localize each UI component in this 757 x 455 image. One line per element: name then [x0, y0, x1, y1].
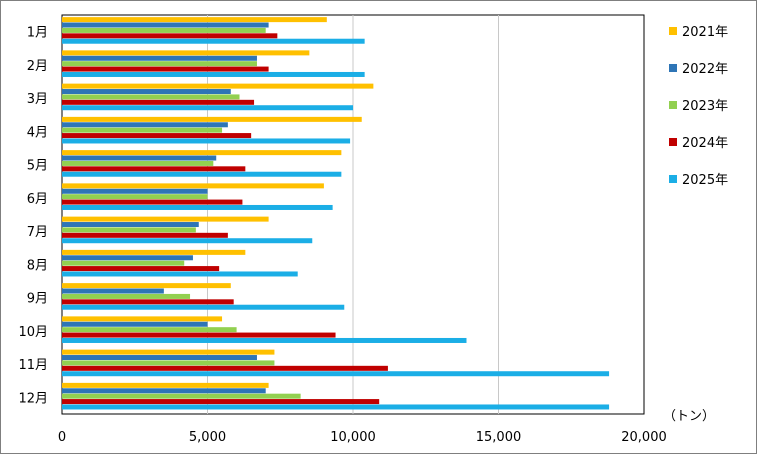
- bar-2022年-2月: [62, 55, 257, 61]
- legend-swatch-2022年: [669, 64, 677, 72]
- bar-2023年-3月: [62, 94, 240, 100]
- legend-label-2021年: 2021年: [682, 25, 728, 40]
- bar-2023年-2月: [62, 61, 257, 67]
- legend-swatch-2025年: [669, 175, 677, 183]
- bar-2025年-2月: [62, 71, 365, 77]
- bar-2022年-1月: [62, 22, 269, 28]
- bar-2022年-11月: [62, 355, 257, 361]
- category-label: 3月: [27, 92, 48, 107]
- bar-2023年-6月: [62, 194, 208, 200]
- bar-2021年-10月: [62, 316, 223, 322]
- bar-2025年-4月: [62, 138, 351, 144]
- bar-2022年-7月: [62, 222, 199, 228]
- bar-2021年-2月: [62, 50, 310, 56]
- category-label: 1月: [27, 26, 48, 41]
- bar-2021年-6月: [62, 183, 324, 189]
- bar-2022年-10月: [62, 321, 208, 327]
- bar-2025年-6月: [62, 204, 333, 210]
- bar-2021年-9月: [62, 283, 231, 289]
- bar-2022年-9月: [62, 288, 164, 294]
- bar-2025年-5月: [62, 171, 342, 177]
- bar-2024年-1月: [62, 33, 278, 39]
- bar-2022年-3月: [62, 89, 231, 95]
- legend-label-2024年: 2024年: [682, 136, 728, 151]
- category-label: 4月: [27, 125, 48, 140]
- bar-2023年-1月: [62, 27, 266, 33]
- legend-swatch-2024年: [669, 138, 677, 146]
- legend-swatch-2023年: [669, 101, 677, 109]
- bar-2025年-7月: [62, 238, 313, 244]
- legend-label-2025年: 2025年: [682, 173, 728, 188]
- category-label: 11月: [18, 358, 48, 373]
- bar-2024年-11月: [62, 365, 388, 371]
- category-label: 7月: [27, 225, 48, 240]
- x-tick-label: 10,000: [330, 430, 376, 445]
- bar-2024年-2月: [62, 66, 269, 72]
- bar-2025年-11月: [62, 371, 610, 377]
- bar-2024年-4月: [62, 133, 252, 139]
- category-label: 5月: [27, 159, 48, 174]
- bar-2025年-3月: [62, 105, 353, 111]
- bar-2023年-7月: [62, 227, 196, 233]
- bar-2024年-10月: [62, 332, 336, 338]
- x-tick-label: 0: [58, 430, 66, 445]
- category-label: 8月: [27, 258, 48, 273]
- bar-2023年-4月: [62, 127, 223, 133]
- bar-2024年-6月: [62, 199, 243, 205]
- bar-2025年-1月: [62, 38, 365, 44]
- bar-2021年-1月: [62, 17, 327, 23]
- bar-2024年-8月: [62, 266, 220, 272]
- x-tick-label: 20,000: [621, 430, 667, 445]
- bar-2021年-12月: [62, 382, 269, 388]
- bar-2022年-6月: [62, 188, 208, 194]
- bar-2022年-5月: [62, 155, 217, 161]
- category-label: 12月: [18, 391, 48, 406]
- bar-2022年-4月: [62, 122, 228, 128]
- bar-2025年-9月: [62, 304, 345, 310]
- unit-label: （トン）: [663, 409, 715, 424]
- bar-2024年-7月: [62, 232, 228, 238]
- bar-2022年-8月: [62, 255, 193, 261]
- bar-2021年-8月: [62, 249, 246, 255]
- bar-2023年-8月: [62, 260, 185, 266]
- x-tick-label: 5,000: [189, 430, 226, 445]
- bar-2024年-3月: [62, 99, 255, 105]
- bar-2023年-11月: [62, 360, 275, 366]
- category-label: 9月: [27, 292, 48, 307]
- bar-2021年-11月: [62, 349, 275, 355]
- bar-2024年-9月: [62, 299, 234, 305]
- bar-2024年-5月: [62, 166, 246, 172]
- x-tick-label: 15,000: [476, 430, 522, 445]
- bar-2022年-12月: [62, 388, 266, 394]
- bar-2023年-5月: [62, 160, 214, 166]
- bar-2021年-4月: [62, 116, 362, 122]
- bar-2023年-9月: [62, 293, 191, 299]
- category-label: 6月: [27, 192, 48, 207]
- bar-2021年-3月: [62, 83, 374, 89]
- legend-swatch-2021年: [669, 27, 677, 35]
- bar-2025年-8月: [62, 271, 298, 277]
- category-label: 2月: [27, 59, 48, 74]
- bar-2023年-10月: [62, 327, 237, 333]
- bar-2021年-5月: [62, 150, 342, 156]
- bar-2025年-10月: [62, 337, 467, 343]
- bar-2025年-12月: [62, 404, 610, 410]
- category-label: 10月: [18, 325, 48, 340]
- legend-label-2023年: 2023年: [682, 99, 728, 114]
- bar-2021年-7月: [62, 216, 269, 222]
- bar-2023年-12月: [62, 393, 301, 399]
- bar-2024年-12月: [62, 399, 380, 405]
- legend-label-2022年: 2022年: [682, 62, 728, 77]
